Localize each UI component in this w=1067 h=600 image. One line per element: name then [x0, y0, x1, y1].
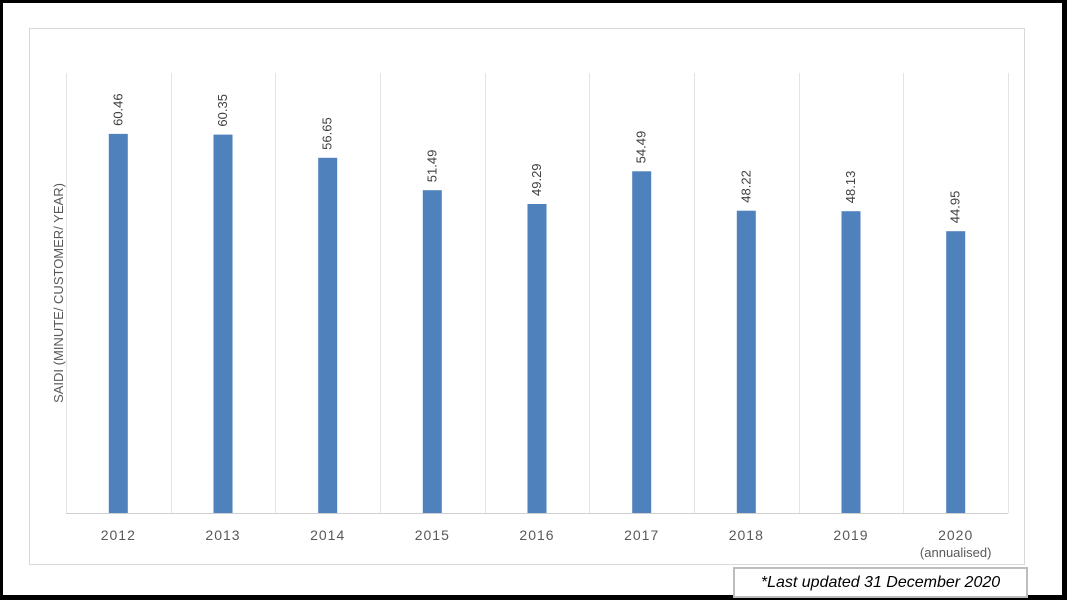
- value-label: 60.35: [215, 94, 230, 127]
- value-label: 54.49: [634, 131, 649, 164]
- x-tick-label: 2015: [415, 527, 450, 543]
- value-label: 48.13: [843, 171, 858, 204]
- x-tick-label: 2012: [101, 527, 136, 543]
- bar-2016: [527, 204, 547, 513]
- y-axis-title: SAIDI (MINUTE/ CUSTOMER/ YEAR): [51, 183, 66, 403]
- value-label: 49.29: [529, 163, 544, 196]
- value-labels: 60.46 60.35 56.65 51.49 49.29 54.49 48.22 48.13…: [110, 93, 962, 223]
- x-tick-label: 2019: [833, 527, 868, 543]
- chart-area-border: [29, 28, 1025, 565]
- value-label: 60.46: [110, 93, 125, 126]
- x-tick-label: 2014: [310, 527, 345, 543]
- x-tick-sublabel: (annualised): [920, 545, 992, 560]
- x-tick-label: 2013: [205, 527, 240, 543]
- x-tick-label: 2016: [519, 527, 554, 543]
- bar-2017: [632, 171, 652, 514]
- chart-frame: 60.46 60.35 56.65 51.49 49.29 54.49 48.22 48.13…: [3, 3, 1062, 598]
- bar-2020: [946, 231, 966, 513]
- last-updated-note: *Last updated 31 December 2020: [733, 567, 1028, 598]
- bars: [108, 133, 966, 514]
- bar-2012: [108, 133, 128, 513]
- x-tick-label: 2018: [729, 527, 764, 543]
- bar-2015: [422, 190, 442, 513]
- value-label: 51.49: [424, 150, 439, 183]
- value-label: 48.22: [738, 170, 753, 203]
- x-tick-label: 2017: [624, 527, 659, 543]
- bar-2018: [736, 210, 756, 513]
- x-tick-label: 2020: [938, 527, 973, 543]
- bar-2013: [213, 134, 233, 513]
- bar-chart: 60.46 60.35 56.65 51.49 49.29 54.49 48.22 48.13…: [29, 28, 1025, 565]
- vertical-gridlines: [66, 73, 1009, 513]
- value-label: 56.65: [320, 117, 335, 150]
- x-tick-labels: 2012 2013 2014 2015 2016 2017 2018 2019 2020 (ann…: [101, 527, 992, 560]
- bar-2014: [318, 157, 338, 514]
- bar-2019: [841, 211, 861, 513]
- value-label: 44.95: [948, 191, 963, 224]
